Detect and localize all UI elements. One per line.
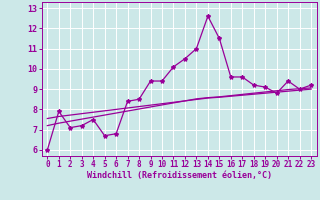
- X-axis label: Windchill (Refroidissement éolien,°C): Windchill (Refroidissement éolien,°C): [87, 171, 272, 180]
